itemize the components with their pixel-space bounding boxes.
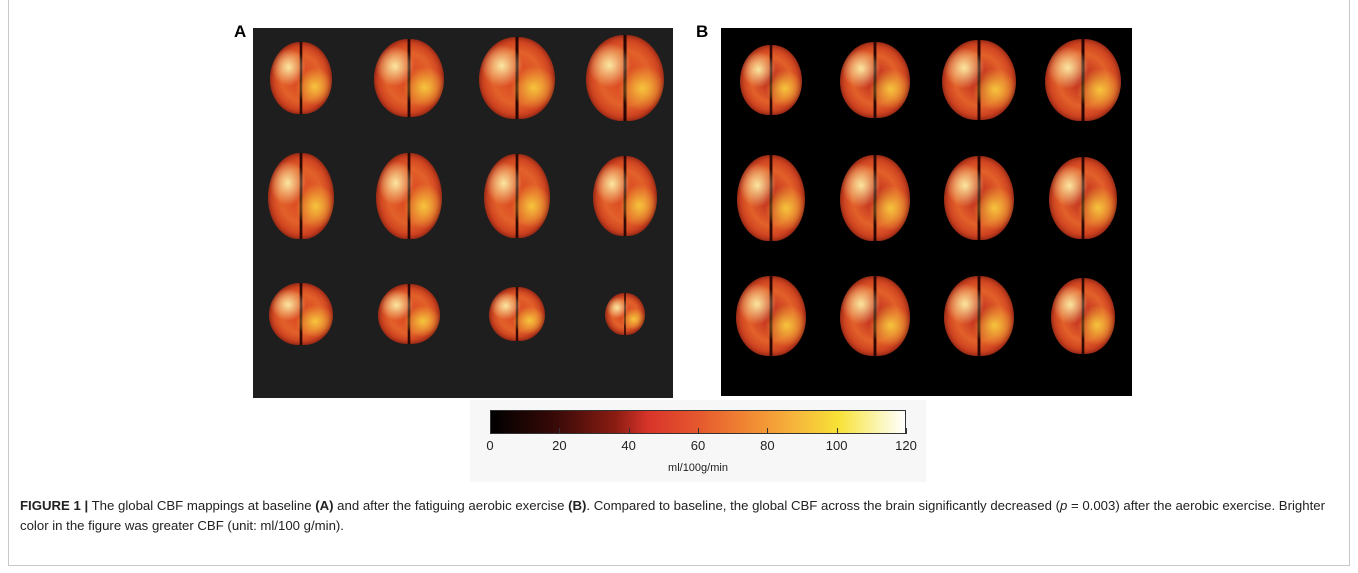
brain-slice (376, 153, 442, 239)
brain-slice (270, 42, 332, 114)
brain-slice (736, 276, 806, 356)
brain-slice (489, 287, 545, 341)
colorbar-tick-mark (559, 428, 561, 434)
colorbar-tick-label: 40 (621, 438, 636, 453)
brain-slice (484, 154, 550, 238)
brain-slice (269, 283, 333, 345)
caption-text-1: The global CBF mappings at baseline (88, 498, 316, 513)
brain-slice (737, 155, 805, 241)
brain-slice (944, 156, 1014, 240)
colorbar-legend: 0 20 40 60 80 100 120 ml/100g/min (470, 400, 926, 482)
colorbar-tick-mark (836, 428, 838, 434)
caption-ref-b: (B) (568, 498, 587, 513)
panel-b-brain-slices (721, 28, 1132, 396)
brain-slice (944, 276, 1014, 356)
colorbar-tick-label: 100 (825, 438, 848, 453)
brain-slice (1049, 157, 1117, 239)
panel-a-label: A (234, 22, 247, 41)
caption-text-2: and after the fatiguing aerobic exercise (333, 498, 569, 513)
brain-slice (840, 276, 910, 356)
colorbar-tick-label: 60 (690, 438, 706, 453)
panel-a-brain-slices (253, 28, 673, 398)
colorbar-unit: ml/100g/min (668, 462, 728, 474)
brain-slice (593, 156, 657, 236)
colorbar-tick-mark (767, 428, 769, 434)
colorbar-tick-mark (698, 428, 699, 434)
brain-slice (840, 155, 910, 241)
figure-caption: FIGURE 1 | The global CBF mappings at ba… (20, 496, 1335, 536)
caption-text-4: = 0.003) after the aerobic exercise. Bri… (20, 498, 1325, 533)
brain-slice (942, 40, 1016, 120)
colorbar-tick-mark (906, 428, 907, 434)
colorbar-tick-label: 0 (486, 438, 494, 453)
colorbar-tick-label: 120 (895, 438, 917, 453)
figure-frame (8, 0, 1350, 566)
brain-slice (586, 35, 664, 121)
brain-slice (378, 284, 440, 344)
caption-ref-a: (A) (315, 498, 334, 513)
brain-slice (479, 37, 555, 119)
colorbar-tick-label: 80 (760, 438, 775, 453)
colorbar-tick-mark (490, 428, 491, 434)
caption-text-3: . Compared to baseline, the global CBF a… (586, 498, 1060, 513)
brain-slice (1045, 39, 1121, 121)
colorbar-tick-label: 20 (552, 438, 567, 453)
brain-slice (374, 39, 444, 117)
brain-slice (605, 293, 645, 335)
caption-figure-label: FIGURE 1 | (20, 498, 89, 513)
colorbar-tick-mark (628, 428, 630, 434)
brain-slice (740, 45, 802, 115)
caption-p-symbol: p (1059, 498, 1068, 513)
brain-slice (1051, 278, 1115, 354)
brain-slice (840, 42, 910, 118)
panel-b-label: B (696, 22, 709, 41)
brain-slice (268, 153, 334, 239)
